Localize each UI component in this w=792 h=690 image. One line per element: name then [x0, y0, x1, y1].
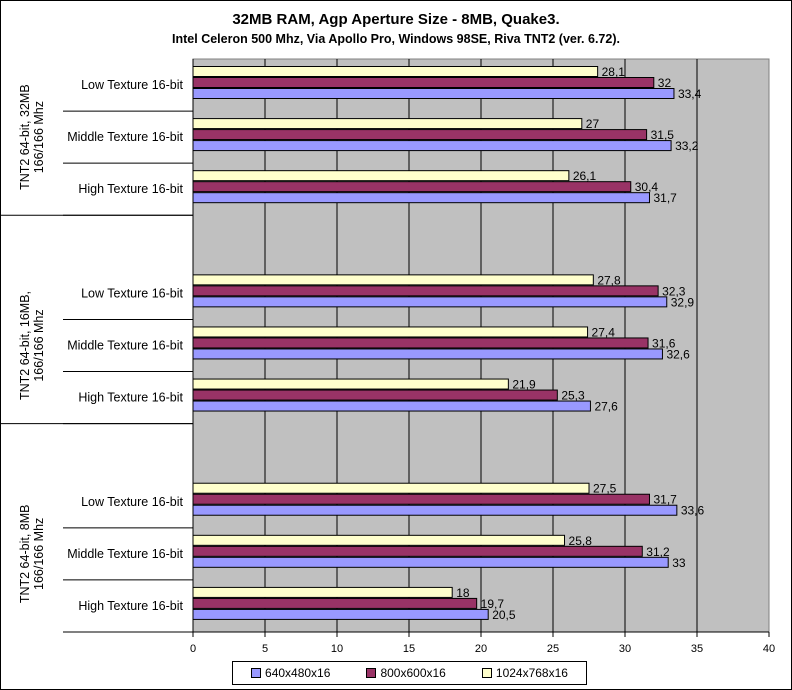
bar: [192, 170, 570, 182]
x-tick-label: 0: [190, 643, 196, 655]
legend-item: 800x600x16: [366, 666, 446, 680]
legend-swatch: [251, 668, 262, 678]
chart-subtitle: Intel Celeron 500 Mhz, Via Apollo Pro, W…: [172, 32, 620, 46]
bar: [192, 77, 655, 88]
category-label: High Texture 16-bit: [78, 391, 183, 405]
bar: [192, 545, 643, 557]
data-label: 20,5: [492, 608, 516, 622]
bar: [192, 493, 650, 505]
data-label: 32: [658, 76, 672, 90]
legend-swatch: [366, 668, 377, 678]
bar: [192, 88, 675, 99]
bar: [192, 285, 659, 297]
data-label: 32,3: [662, 284, 686, 298]
x-tick-label: 40: [763, 643, 775, 655]
data-label: 32,6: [666, 347, 690, 361]
data-label: 27,8: [597, 273, 621, 287]
data-label: 30,4: [635, 180, 659, 194]
bar: [192, 274, 594, 286]
data-label: 32,9: [671, 295, 695, 309]
category-label: Low Texture 16-bit: [81, 495, 183, 509]
x-tick-label: 10: [331, 643, 343, 655]
data-label: 33,4: [678, 87, 702, 101]
x-tick-label: 15: [403, 643, 415, 655]
bar: [192, 326, 589, 338]
bar: [192, 296, 668, 308]
data-label: 28,1: [602, 65, 626, 79]
bar: [192, 400, 591, 412]
bar: [192, 192, 650, 204]
bar: [192, 378, 509, 390]
bar: [192, 556, 669, 568]
data-label: 18: [456, 586, 470, 600]
data-label: 31,2: [646, 545, 670, 559]
group-label: TNT2 64-bit, 32MB166/166 Mhz: [18, 84, 46, 190]
bar: [192, 348, 663, 360]
data-label: 33,2: [675, 139, 699, 153]
bar: [192, 66, 599, 77]
data-label: 21,9: [512, 378, 536, 392]
data-label: 31,7: [653, 191, 677, 205]
bar: [192, 129, 648, 141]
data-label: 27,4: [592, 325, 616, 339]
legend-label: 640x480x16: [265, 666, 331, 680]
bar: [192, 140, 672, 152]
category-label: High Texture 16-bit: [78, 182, 183, 196]
data-label: 31,7: [653, 493, 677, 507]
bar: [192, 389, 558, 401]
category-label: High Texture 16-bit: [78, 599, 183, 613]
data-label: 33: [672, 556, 686, 570]
legend-item: 1024x768x16: [481, 666, 568, 680]
data-label: 19,7: [481, 597, 505, 611]
category-label: Middle Texture 16-bit: [67, 547, 183, 561]
bar: [192, 534, 566, 546]
x-tick-label: 5: [262, 643, 268, 655]
data-label: 25,8: [569, 534, 593, 548]
bar: [192, 586, 453, 598]
data-label: 26,1: [573, 169, 597, 183]
legend-item: 640x480x16: [251, 666, 330, 680]
category-label: Middle Texture 16-bit: [67, 339, 183, 353]
legend: 640x480x16 800x600x16 1024x768x16: [232, 661, 587, 685]
data-label: 27,6: [594, 400, 618, 414]
data-label: 25,3: [561, 389, 585, 403]
legend-label: 800x600x16: [380, 666, 446, 680]
x-tick-label: 25: [547, 643, 559, 655]
data-label: 31,5: [651, 128, 675, 142]
bar: [192, 118, 583, 130]
group-label: TNT2 64-bit, 16MB,166/166 Mhz: [18, 291, 46, 400]
bar: [192, 597, 478, 609]
x-tick-label: 35: [691, 643, 703, 655]
x-tick-label: 30: [619, 643, 631, 655]
category-label: Low Texture 16-bit: [81, 78, 183, 92]
data-label: 31,6: [652, 336, 676, 350]
data-label: 27,5: [593, 482, 617, 496]
bar: [192, 482, 590, 494]
chart-title: 32MB RAM, Agp Aperture Size - 8MB, Quake…: [232, 11, 560, 28]
legend-label: 1024x768x16: [495, 666, 568, 680]
category-label: Low Texture 16-bit: [81, 286, 183, 300]
bar: [192, 181, 632, 193]
x-tick-label: 20: [475, 643, 487, 655]
bar: [192, 337, 649, 349]
legend-swatch: [481, 668, 492, 678]
group-label: TNT2 64-bit, 8MB166/166 Mhz: [18, 505, 46, 604]
category-label: Middle Texture 16-bit: [67, 130, 183, 144]
bar: [192, 504, 678, 516]
data-label: 33,6: [681, 504, 705, 518]
bar: [192, 608, 489, 620]
data-label: 27: [586, 117, 600, 131]
